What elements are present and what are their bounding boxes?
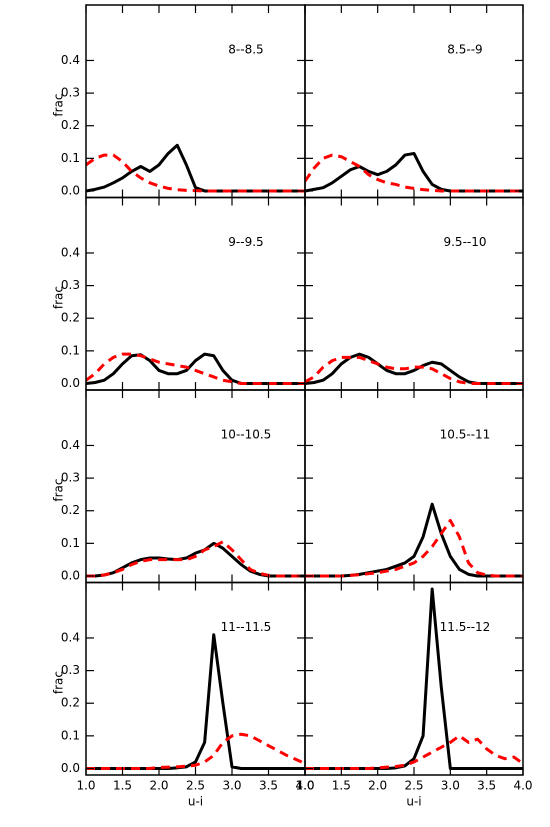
data-line <box>305 519 523 578</box>
x-tick-label: 1.0 <box>76 779 95 793</box>
panel-frame <box>304 4 524 199</box>
y-axis-label: frac <box>52 479 66 502</box>
y-tick-label: 0.1 <box>61 343 80 357</box>
panel-title: 10.5--11 <box>440 428 491 442</box>
data-line <box>86 143 305 193</box>
y-tick-label: 0.0 <box>61 183 80 197</box>
y-tick-label: 0.2 <box>61 503 80 517</box>
panel-title: 11--11.5 <box>221 620 272 634</box>
panel-title: 9.5--10 <box>443 235 486 249</box>
y-tick-label: 0.1 <box>61 536 80 550</box>
y-tick-label: 0.4 <box>61 53 80 67</box>
y-axis-label: frac <box>52 94 66 117</box>
x-tick-label: 4.0 <box>295 779 314 793</box>
y-tick-label: 0.3 <box>61 86 80 100</box>
plot-area <box>86 143 305 193</box>
y-tick-label: 0.1 <box>61 151 80 165</box>
y-tick-label: 0.3 <box>61 663 80 677</box>
panel-frame <box>304 196 524 391</box>
panel-frame <box>304 581 524 776</box>
y-tick-label: 0.3 <box>61 471 80 485</box>
y-tick-label: 0.3 <box>61 278 80 292</box>
x-tick-label: 2.0 <box>149 779 168 793</box>
y-tick-label: 0.4 <box>61 630 80 644</box>
data-line <box>305 153 523 193</box>
x-tick-label: 3.5 <box>259 779 278 793</box>
data-line <box>305 352 523 385</box>
plot-area <box>86 352 305 385</box>
x-axis-label: u-i <box>188 795 203 809</box>
y-axis-label: frac <box>52 286 66 309</box>
plot-area <box>305 587 523 770</box>
x-tick-label: 2.5 <box>404 779 423 793</box>
x-tick-label: 3.5 <box>477 779 496 793</box>
x-tick-label: 4.0 <box>513 779 532 793</box>
data-line <box>86 352 305 385</box>
plot-area <box>86 540 305 578</box>
x-axis-label: u-i <box>406 795 421 809</box>
x-tick-label: 3.0 <box>441 779 460 793</box>
plot-area <box>305 151 523 193</box>
y-axis-label: frac <box>52 671 66 694</box>
panel-title: 8--8.5 <box>228 43 263 57</box>
panel-frame <box>85 4 306 199</box>
panel-title: 11.5--12 <box>440 620 491 634</box>
y-tick-label: 0.0 <box>61 568 80 582</box>
y-tick-label: 0.0 <box>61 761 80 775</box>
y-tick-label: 0.2 <box>61 118 80 132</box>
y-tick-label: 0.1 <box>61 728 80 742</box>
y-tick-label: 0.4 <box>61 245 80 259</box>
plot-area <box>86 633 305 770</box>
panel-title: 9--9.5 <box>228 235 263 249</box>
x-tick-label: 1.0 <box>295 779 314 793</box>
y-tick-label: 0.0 <box>61 376 80 390</box>
data-line <box>305 734 523 770</box>
x-tick-label: 1.5 <box>113 779 132 793</box>
data-line <box>305 151 523 193</box>
x-tick-label: 2.5 <box>186 779 205 793</box>
y-tick-label: 0.2 <box>61 311 80 325</box>
data-line <box>305 587 523 770</box>
data-line <box>86 540 305 578</box>
x-tick-label: 2.0 <box>368 779 387 793</box>
plot-area <box>305 502 523 578</box>
panel-title: 10--10.5 <box>221 428 272 442</box>
y-tick-label: 0.4 <box>61 438 80 452</box>
data-line <box>305 502 523 578</box>
plot-area <box>305 352 523 385</box>
x-tick-label: 3.0 <box>222 779 241 793</box>
x-tick-label: 1.5 <box>332 779 351 793</box>
y-tick-label: 0.2 <box>61 696 80 710</box>
panel-title: 8.5--9 <box>447 43 482 57</box>
